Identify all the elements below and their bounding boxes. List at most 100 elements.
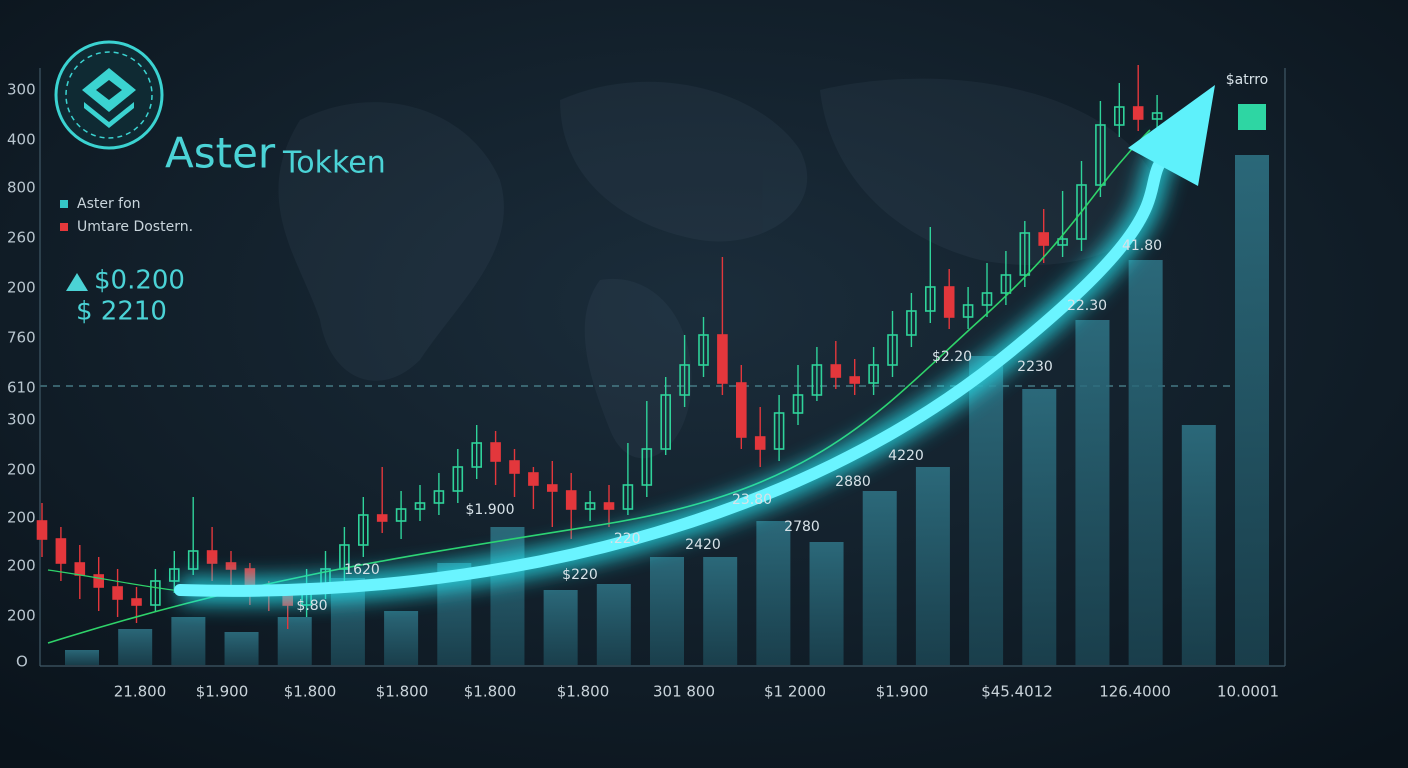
top-right-label: $atrro	[1226, 72, 1269, 88]
bar	[171, 617, 206, 665]
candle-body	[206, 550, 218, 564]
candle-body	[887, 334, 898, 366]
legend: Aster fon Umtare Dostern.	[60, 196, 193, 235]
annotation: $.80	[296, 598, 327, 614]
annotation: 2880	[835, 474, 871, 490]
candle-body	[811, 364, 823, 396]
candle-body	[1132, 106, 1144, 120]
x-label: $45.4012	[981, 683, 1053, 701]
x-label: $1 2000	[764, 683, 826, 701]
annotation: $2.20	[932, 349, 972, 365]
candle-body	[112, 586, 123, 600]
x-label: 301 800	[653, 683, 715, 701]
candle-body	[906, 310, 917, 336]
side-label: 260	[7, 229, 36, 247]
candle-body	[1057, 238, 1068, 246]
logo-inner	[96, 80, 122, 100]
candle-body	[490, 442, 501, 462]
candle-body	[792, 394, 804, 414]
candle-body	[471, 442, 483, 468]
candle-body	[169, 568, 180, 582]
bar	[756, 521, 791, 665]
candle-body	[1076, 184, 1087, 240]
candle-body	[150, 580, 161, 606]
candle-body	[509, 460, 520, 474]
candle-body	[924, 286, 936, 312]
candle-body	[754, 436, 766, 450]
bar	[384, 611, 419, 665]
candle-body	[773, 412, 785, 450]
annotation: 41.80	[1122, 238, 1162, 254]
candle-body	[660, 394, 672, 450]
candle-body	[1151, 112, 1163, 120]
candle-body	[376, 514, 388, 522]
bar	[862, 491, 897, 665]
logo	[54, 40, 164, 150]
candle-body	[603, 502, 615, 510]
bar	[490, 527, 525, 665]
arrow-head	[1128, 85, 1215, 186]
bar	[224, 632, 259, 665]
x-label: 10.0001	[1217, 683, 1279, 701]
marker-square	[1238, 104, 1266, 130]
side-label: 200	[7, 279, 36, 297]
candle-body	[868, 364, 879, 384]
candle-layer	[36, 65, 1163, 629]
candle-body	[584, 502, 596, 510]
bar	[118, 629, 153, 665]
side-label: 300	[7, 411, 36, 429]
candle-body	[36, 520, 48, 540]
candle-body	[565, 490, 577, 510]
logo-dash-ring	[65, 51, 153, 139]
candle-body	[962, 304, 974, 318]
x-label: $1.900	[196, 683, 249, 701]
candle-body	[1000, 274, 1012, 294]
bar	[596, 584, 631, 665]
bar	[1181, 425, 1216, 665]
candle-body	[981, 292, 993, 306]
x-label: $1.900	[876, 683, 929, 701]
title: Aster	[165, 129, 276, 178]
side-label: 400	[7, 131, 36, 149]
x-label: 126.4000	[1099, 683, 1171, 701]
side-label: 800	[7, 179, 36, 197]
annotation: 2780	[784, 519, 820, 535]
bar	[809, 542, 844, 665]
candle-body	[1095, 124, 1106, 186]
side-label: 200	[7, 509, 36, 527]
candle-body	[1038, 232, 1049, 246]
x-label: $1.800	[557, 683, 610, 701]
side-label: 200	[7, 461, 36, 479]
title-suffix: Tokken	[282, 146, 386, 181]
annotation: $1.900	[466, 502, 515, 518]
annotation: 22.30	[1067, 298, 1107, 314]
candle-body	[225, 562, 237, 570]
candle-body	[735, 382, 747, 438]
bar	[65, 650, 99, 665]
candle-body	[528, 472, 539, 486]
bar	[915, 467, 950, 665]
candle-body	[187, 550, 199, 570]
bar	[543, 590, 578, 665]
side-label: 200	[7, 557, 36, 575]
logo-base	[84, 102, 134, 128]
annotation: .220	[609, 531, 640, 547]
candle-body	[943, 286, 955, 318]
candle-body	[452, 466, 464, 492]
side-label: 200	[7, 607, 36, 625]
side-label: 610	[7, 379, 36, 397]
bar	[969, 356, 1004, 665]
annotation: 1620	[344, 562, 380, 578]
side-label: O	[16, 653, 28, 671]
candle-body	[698, 334, 709, 366]
x-label: $1.800	[284, 683, 337, 701]
arrow-shaft	[174, 144, 1176, 597]
x-label: $1.800	[376, 683, 429, 701]
candle-body	[433, 490, 445, 504]
candle-body	[74, 562, 86, 576]
annotation: 4220	[888, 448, 924, 464]
candle-body	[546, 484, 558, 492]
candle-body	[622, 484, 634, 510]
candle-body	[55, 538, 67, 564]
